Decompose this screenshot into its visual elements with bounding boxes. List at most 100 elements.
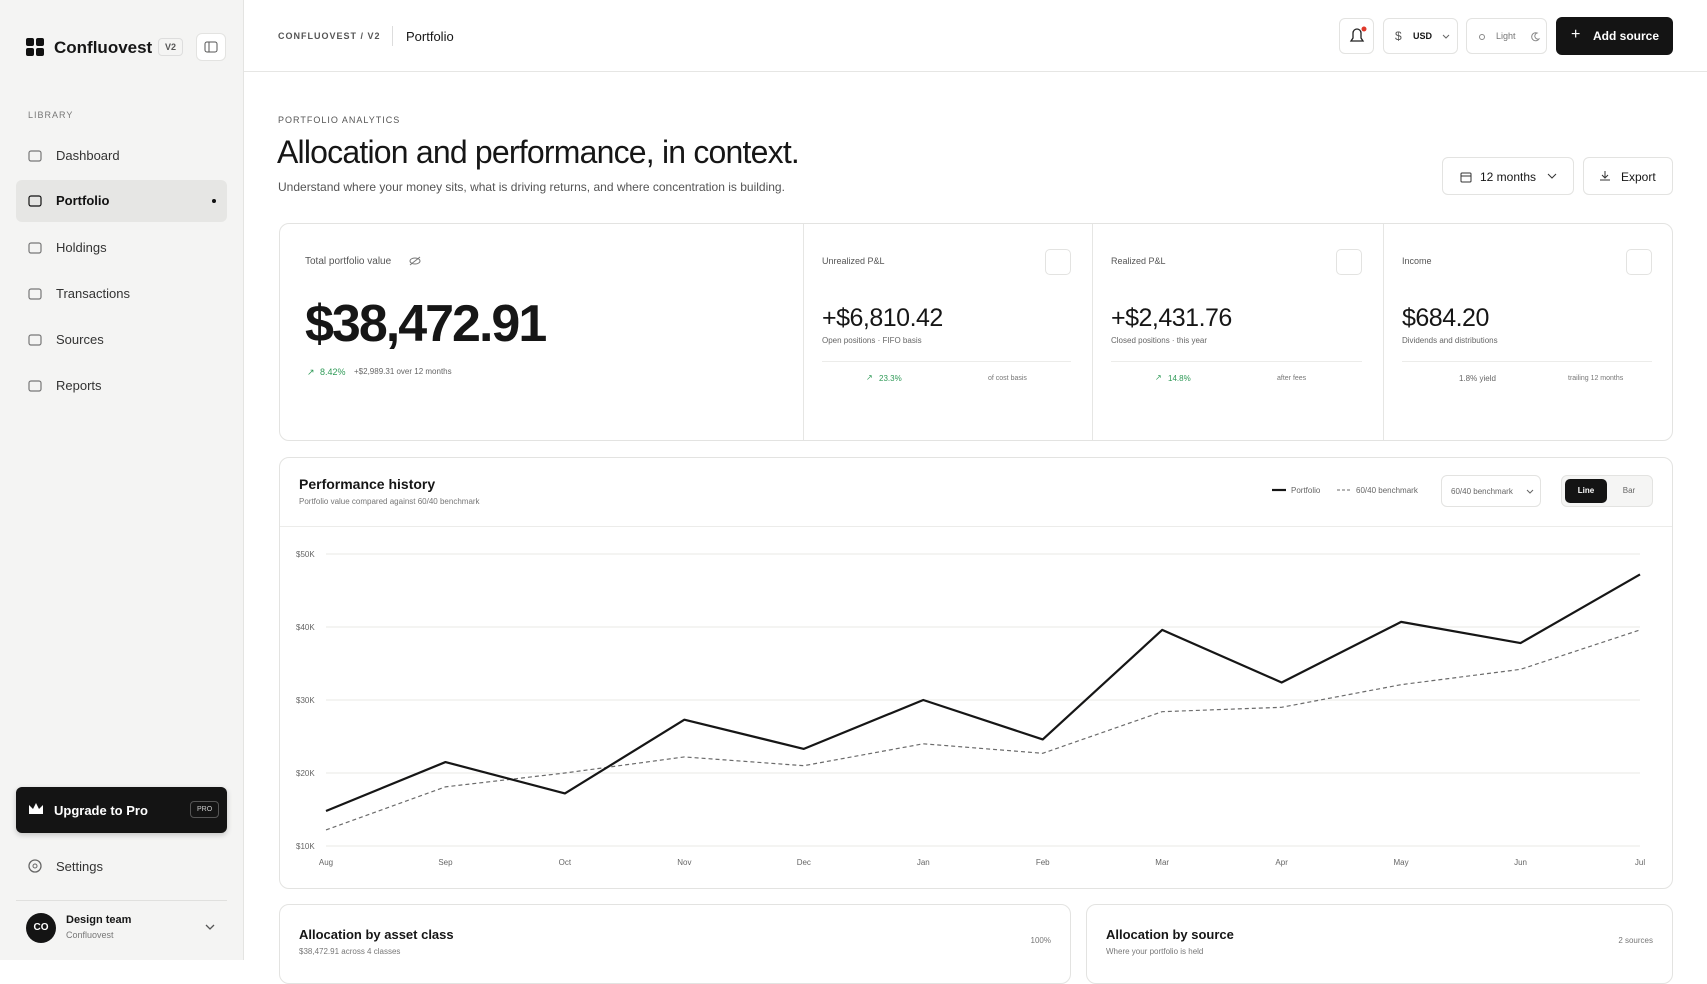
nav-item[interactable]: Transactions [16,273,227,315]
user-name: Design team [66,914,132,926]
nav-item[interactable]: Sources [16,319,227,361]
moon-icon [1531,32,1541,42]
add-source-label: Add source [1593,29,1660,43]
mode-toggle: Line Bar [1561,475,1653,507]
kpi-sub: Closed positions · this year [1111,336,1208,345]
nav-label: Holdings [56,240,107,255]
kpi-note: after fees [1277,375,1307,382]
card-divider [1383,224,1384,440]
card-meta: 2 sources [1618,936,1653,945]
kpi-sub: Dividends and distributions [1402,336,1498,345]
range-select[interactable]: 12 months [1442,157,1574,195]
pro-badge: PRO [190,801,220,818]
separator [392,26,393,46]
nav-icon [28,242,42,254]
up-arrow: ↗ [307,367,315,377]
brand: Confluovest [54,38,153,57]
kpi-value: $684.20 [1402,304,1489,332]
nav-item[interactable]: Holdings [16,227,227,269]
card-subtitle: $38,472.91 across 4 classes [299,947,401,956]
kpi-value: +$6,810.42 [822,304,943,332]
nav-label: Dashboard [56,148,120,163]
export-label: Export [1621,170,1656,184]
kpi-value: $38,472.91 [305,295,547,353]
nav-item[interactable]: Portfolio [16,180,227,222]
card-subtitle: Portfolio value compared against 60/40 b… [299,497,480,506]
settings-link[interactable]: Settings [56,859,103,874]
mode-bar[interactable]: Bar [1622,486,1636,495]
kpi-sub: Open positions · FIFO basis [822,336,922,345]
chevron [1442,34,1450,39]
benchmark-select[interactable]: 60/40 benchmark [1441,475,1541,507]
kpi-label: Unrealized P&L [822,256,885,266]
kpi-label: Realized P&L [1111,256,1166,266]
nav-label: Reports [56,378,102,393]
up-arrow: ↗ [1155,373,1162,382]
allocation-card: Allocation by source Where your portfoli… [1086,904,1673,984]
kpi-note: +$2,989.31 over 12 months [354,367,452,376]
currency-select[interactable]: $ USD [1383,18,1458,54]
theme-toggle[interactable]: Light [1466,18,1547,54]
version-badge: V2 [158,38,184,56]
section-label: LIBRARY [28,110,74,120]
upgrade-button[interactable]: Upgrade to Pro PRO [16,787,227,833]
page-title: Allocation and performance, in context. [277,134,800,170]
dollar-icon: $ [1395,29,1402,43]
page-name: Portfolio [406,29,454,44]
nav-item[interactable]: Reports [16,365,227,407]
page-subtitle: Understand where your money sits, what i… [278,180,785,194]
kpi-icon-button[interactable] [1626,249,1652,275]
kpi-label: Income [1402,256,1432,266]
kpi-note: trailing 12 months [1568,375,1624,382]
user-org: Confluovest [66,930,114,940]
card-rule [822,361,1071,362]
hide-icon[interactable] [409,256,421,266]
chevron [1547,173,1557,179]
nav-icon [28,150,42,162]
bell-icon [1349,26,1367,42]
sun-icon [1479,34,1485,40]
card-divider [1092,224,1093,440]
kpi-icon-button[interactable] [1336,249,1362,275]
sidebar-toggle[interactable] [196,33,226,61]
mode-line[interactable]: Line [1565,479,1607,503]
kpi-note: of cost basis [988,375,1027,382]
toggle-icon [204,41,218,53]
kpi-stat: 14.8% [1168,374,1191,383]
topbar: CONFLUOVEST / V2 Portfolio $ USD Light +… [244,0,1707,72]
card-title: Allocation by asset class [299,927,454,942]
calendar-icon [1460,172,1472,183]
card-title: Performance history [299,476,436,492]
nav-item[interactable]: Dashboard [16,135,227,177]
chevron[interactable] [204,922,216,932]
card-rule [1402,361,1652,362]
divider [16,900,227,901]
up-arrow: ↗ [866,373,873,382]
download-icon [1600,171,1610,181]
chevron [1526,489,1534,494]
range: 12 months [1480,170,1537,184]
kpi-panel: Total portfolio value $38,472.91 ↗ 8.42%… [279,223,1673,441]
eyebrow: PORTFOLIO ANALYTICS [278,115,401,125]
card-divider [803,224,804,440]
breadcrumb[interactable]: CONFLUOVEST / V2 [278,31,381,41]
kpi-value: +$2,431.76 [1111,304,1232,332]
kpi-icon-button[interactable] [1045,249,1071,275]
kpi-label: Total portfolio value [305,256,392,267]
card-title: Allocation by source [1106,927,1234,942]
kpi-stat: 1.8% yield [1459,374,1496,383]
add-source-button[interactable]: + Add source [1556,17,1673,55]
upgrade-label: Upgrade to Pro [54,803,148,818]
currency: USD [1413,31,1433,41]
settings-icon [28,859,42,873]
nav-icon [28,380,42,392]
nav-icon [28,195,42,207]
notifications-button[interactable] [1339,18,1374,54]
benchmark-label: 60/40 benchmark [1451,487,1513,496]
theme: Light [1496,31,1516,41]
export-button[interactable]: Export [1583,157,1673,195]
performance-card: Performance history Portfolio value comp… [279,457,1673,889]
nav-icon [28,288,42,300]
avatar: CO [26,913,56,943]
